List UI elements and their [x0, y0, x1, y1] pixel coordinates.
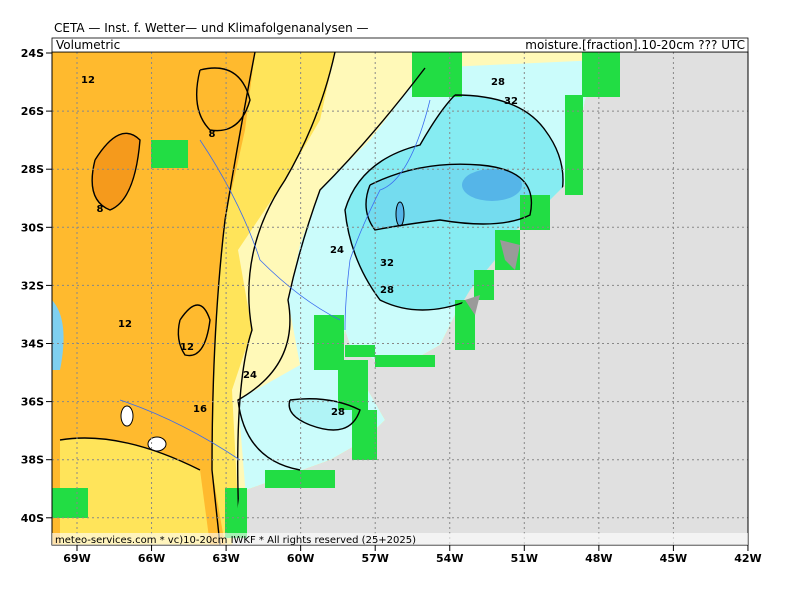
contour-label: 28	[491, 77, 505, 88]
lon-tick-label: 63W	[212, 552, 239, 565]
lat-tick-label: 30S	[21, 221, 44, 234]
lon-tick-label: 45W	[660, 552, 687, 565]
rivers	[119, 99, 431, 461]
lon-tick-label: 51W	[511, 552, 538, 565]
lat-tick-label: 26S	[21, 105, 44, 118]
contour-label: 24	[330, 245, 344, 256]
lon-tick-label: 42W	[734, 552, 761, 565]
lat-tick-label: 32S	[21, 279, 44, 292]
header-bar	[51, 37, 749, 53]
contour-label: 24	[243, 370, 257, 381]
graticule	[52, 52, 748, 545]
subtitle-right: moisture.[fraction].10-20cm ??? UTC	[525, 38, 745, 52]
title: CETA — Inst. f. Wetter— und Klimafolgena…	[54, 21, 369, 35]
footer: meteo-services.com * vc)10-20cm IWKF * A…	[55, 535, 416, 546]
footer-bar	[52, 533, 748, 545]
contour-label: 8	[97, 204, 104, 215]
contour-label: 12	[180, 342, 194, 353]
contour-lines	[59, 52, 564, 545]
lat-tick-label: 38S	[21, 454, 44, 467]
coastal-cells	[52, 52, 620, 538]
lon-tick-label: 48W	[585, 552, 612, 565]
lon-tick-label: 57W	[361, 552, 388, 565]
lat-tick-label: 36S	[21, 396, 44, 409]
contour-label: 8	[209, 129, 216, 140]
subtitle-left: Volumetric	[56, 38, 120, 52]
lon-tick-label: 54W	[436, 552, 463, 565]
lat-tick-label: 24S	[21, 47, 44, 60]
lon-tick-label: 69W	[63, 552, 90, 565]
contour-label: 12	[118, 319, 132, 330]
contour-label: 32	[380, 258, 394, 269]
lat-tick-label: 28S	[21, 163, 44, 176]
lat-tick-label: 40S	[21, 512, 44, 525]
lagoon	[465, 295, 480, 315]
contour-label: 16	[193, 404, 207, 415]
lat-tick-label: 34S	[21, 338, 44, 351]
contour-label: 28	[380, 285, 394, 296]
contour-label: 28	[331, 407, 345, 418]
lon-tick-label: 60W	[287, 552, 314, 565]
contour-label: 12	[81, 75, 95, 86]
lon-tick-label: 66W	[138, 552, 165, 565]
lagoon	[500, 240, 520, 270]
contour-label: 32	[504, 96, 518, 107]
